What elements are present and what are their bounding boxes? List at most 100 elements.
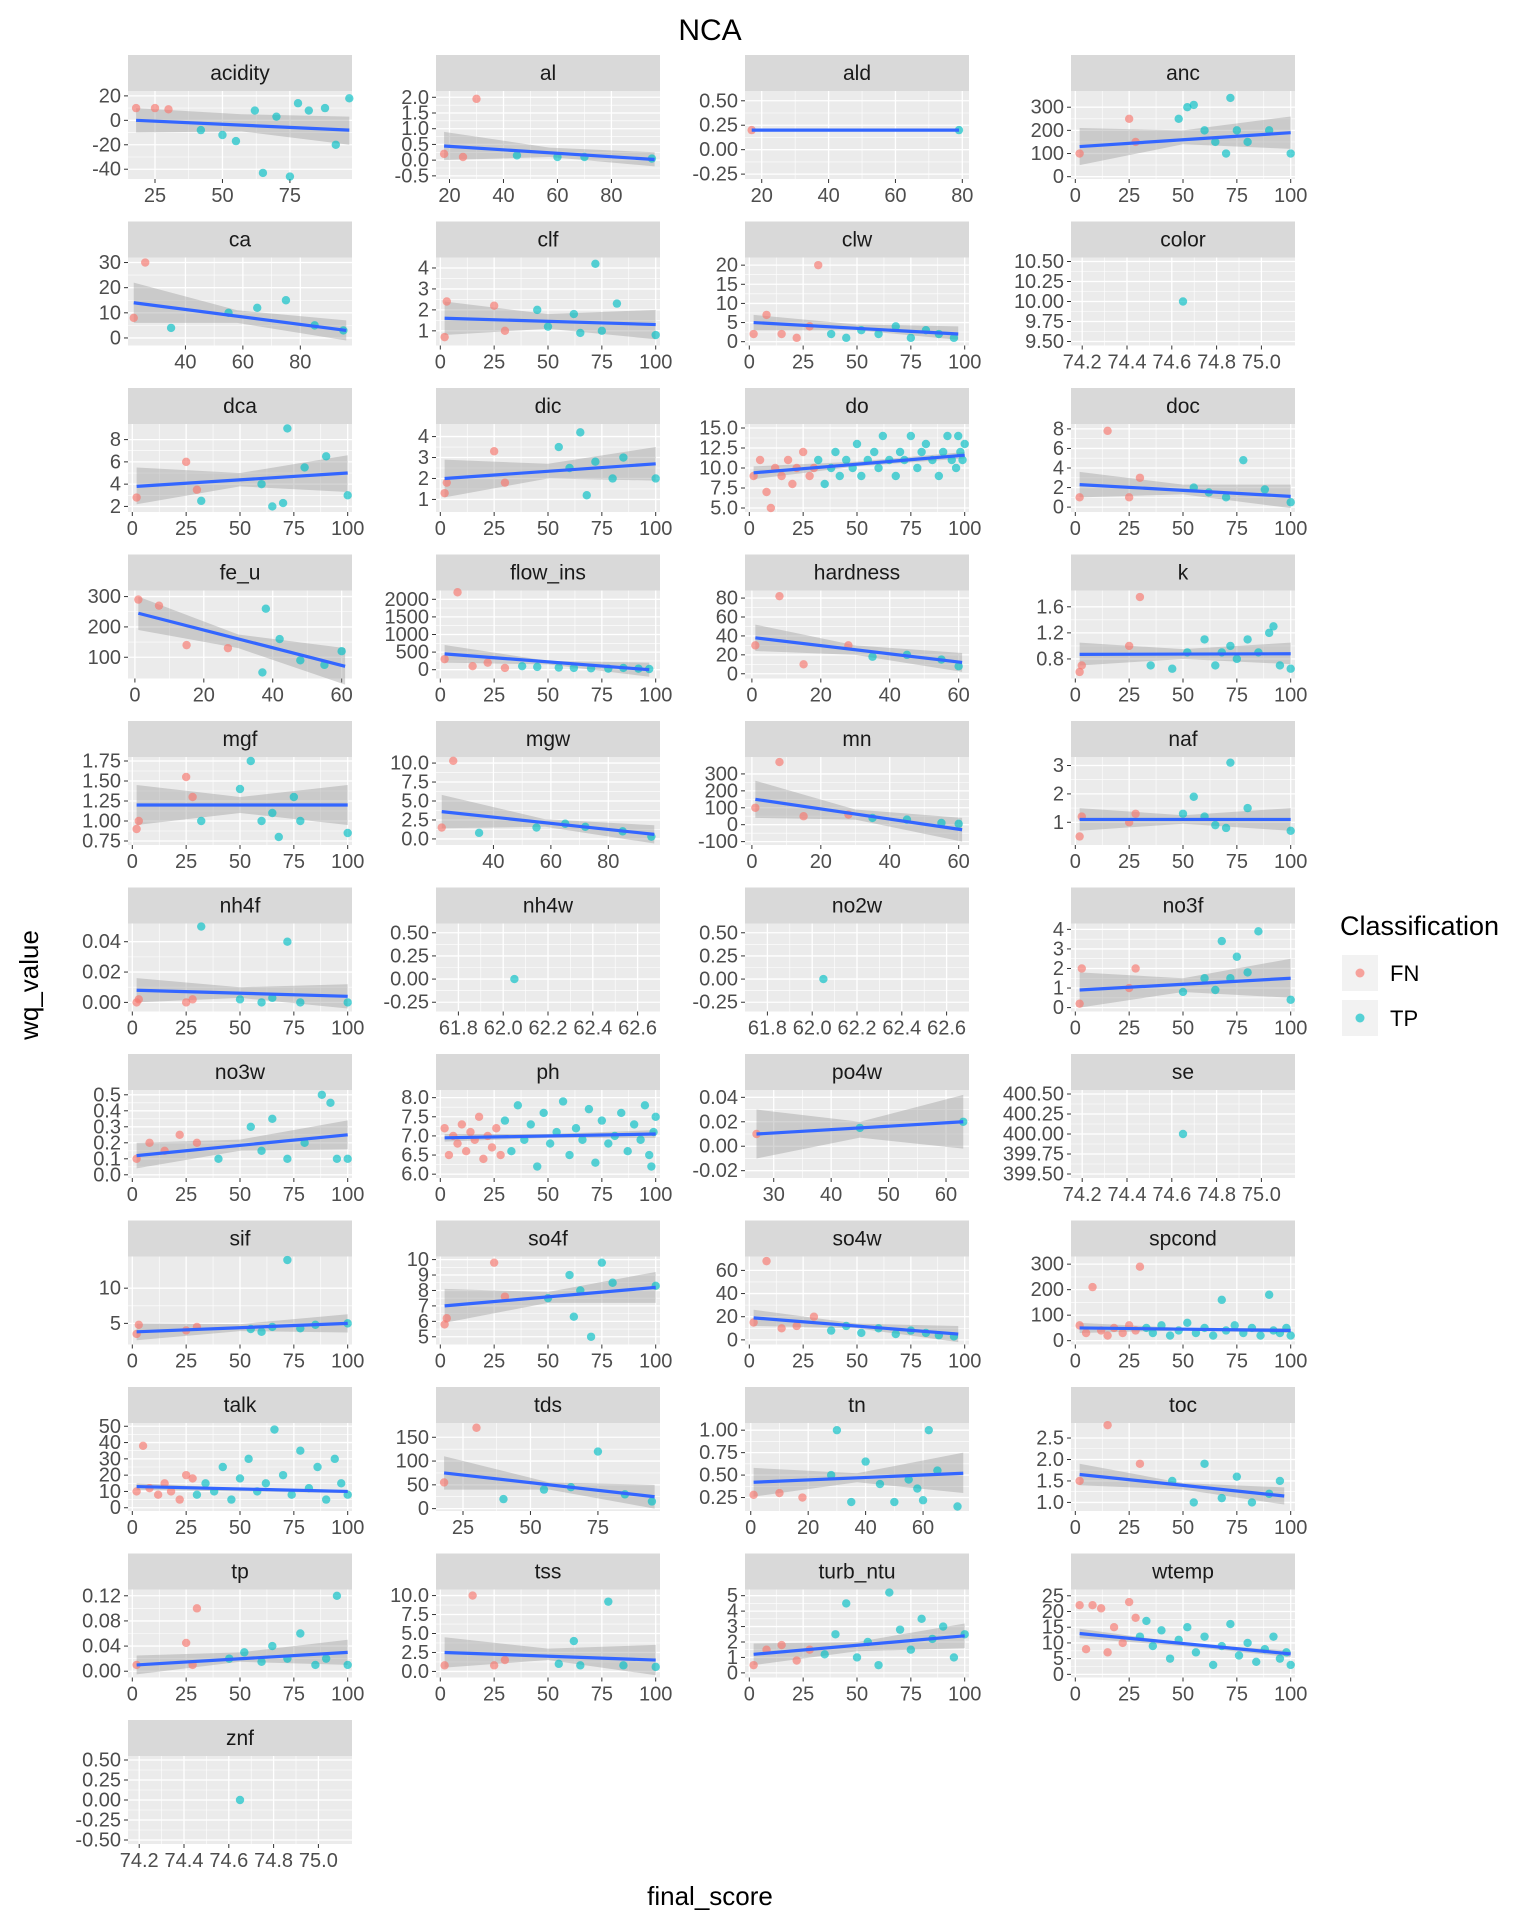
strip-clf xyxy=(436,221,660,258)
y-tick-label: 1.6 xyxy=(1036,596,1064,618)
y-tick-label: 0.04 xyxy=(699,1087,738,1109)
x-tick-label: 30 xyxy=(763,1184,785,1206)
point-fn xyxy=(751,803,760,812)
point-tp xyxy=(326,1098,335,1108)
y-tick-label: 6.5 xyxy=(401,1145,429,1167)
point-tp xyxy=(281,296,291,305)
y-tick-label: 0.50 xyxy=(699,90,738,112)
point-tp xyxy=(1217,1493,1226,1503)
point-tp xyxy=(246,1122,255,1132)
panel-tss: tss 10.07.55.02.50.0 0 25 50 75 100 xyxy=(390,1553,672,1706)
point-tp xyxy=(517,661,527,671)
point-tp xyxy=(1211,137,1220,147)
x-tick-label: 50 xyxy=(846,1684,868,1706)
panel-acidity: acidity 20 0-20 -40 25 50 75 xyxy=(92,55,354,207)
point-tp xyxy=(868,652,877,661)
point-tp xyxy=(938,1622,948,1631)
y-tick-label: 5 xyxy=(418,1326,429,1348)
point-fn xyxy=(145,1138,154,1148)
point-tp xyxy=(289,792,299,802)
x-tick-label: 75 xyxy=(591,685,613,707)
point-tp xyxy=(283,937,292,946)
y-tick-label: 10.0 xyxy=(699,458,738,480)
fit-line xyxy=(1079,976,1291,992)
point-fn xyxy=(458,152,468,162)
point-fn xyxy=(439,1478,449,1487)
x-tick-label: 62.4 xyxy=(573,1018,612,1040)
point-tp xyxy=(878,431,888,441)
x-tick-label: 60 xyxy=(935,1184,957,1206)
strip-label-tn: tn xyxy=(848,1394,866,1417)
point-tp xyxy=(1217,936,1226,946)
point-fn xyxy=(223,643,233,653)
y-tick-label: 5.0 xyxy=(401,791,429,813)
point-tp xyxy=(960,439,969,449)
panel-nh4f: nh4f 0.04 0.02 0.00 0 25 50 75 100 xyxy=(82,887,364,1040)
point-tp xyxy=(337,646,346,656)
fit-line xyxy=(136,1650,348,1667)
strip-label-po4w: po4w xyxy=(832,1061,883,1084)
fit-line xyxy=(753,320,959,336)
point-fn xyxy=(500,1655,510,1665)
y-tick-label: 6.0 xyxy=(401,1164,429,1186)
y-tick-label: 10.0 xyxy=(390,1585,429,1607)
x-tick-label: 25 xyxy=(483,1184,505,1206)
point-tp xyxy=(934,471,944,481)
strip-al xyxy=(436,55,660,91)
point-tp xyxy=(591,259,600,268)
y-tick-label: 5 xyxy=(727,1585,738,1607)
y-tick-label: -0.25 xyxy=(75,1810,121,1832)
point-tp xyxy=(608,1278,617,1287)
point-fn xyxy=(181,1638,191,1648)
y-tick-label: 8.0 xyxy=(401,1087,429,1109)
x-tick-label: 0 xyxy=(1070,1351,1081,1373)
point-fn xyxy=(489,301,499,310)
point-tp xyxy=(543,322,553,331)
panel-k: k 1.6 1.2 0.8 0 25 50 75 100 xyxy=(1036,554,1307,707)
point-tp xyxy=(874,463,883,473)
point-tp xyxy=(1254,927,1263,936)
x-tick-label: 0 xyxy=(435,518,446,540)
point-fn xyxy=(1088,1282,1097,1292)
point-fn xyxy=(1077,964,1086,973)
point-tp xyxy=(954,819,963,829)
point-tp xyxy=(1200,1459,1209,1468)
point-tp xyxy=(201,1479,210,1488)
y-tick-label: 300 xyxy=(1031,97,1064,119)
y-tick-label: 2 xyxy=(418,468,429,490)
point-tp xyxy=(604,1597,613,1606)
x-tick-label: 20 xyxy=(810,851,832,873)
y-tick-label: 5.0 xyxy=(401,1623,429,1645)
x-tick-label: 100 xyxy=(948,1684,981,1706)
point-tp xyxy=(1286,826,1295,836)
y-tick-label: 0.00 xyxy=(699,969,738,991)
y-tick-label: 100 xyxy=(705,797,738,819)
x-tick-label: 0 xyxy=(127,1184,138,1206)
point-fn xyxy=(792,333,801,343)
point-tp xyxy=(617,1108,626,1118)
point-fn xyxy=(775,757,784,767)
strip-label-al: al xyxy=(540,62,556,85)
x-tick-label: 61.8 xyxy=(439,1018,478,1040)
y-tick-label: 1.5 xyxy=(401,103,429,125)
y-tick-label: 0.12 xyxy=(82,1585,121,1607)
x-tick-label: 75 xyxy=(283,851,305,873)
strip-label-tp: tp xyxy=(231,1561,249,1584)
y-tick-label: 40 xyxy=(716,1283,738,1305)
y-tick-label: 0.75 xyxy=(699,1442,738,1464)
confidence-band xyxy=(441,794,655,844)
point-tp xyxy=(913,463,922,473)
strip-label-fe_u: fe_u xyxy=(220,562,261,585)
y-tick-label: 1 xyxy=(727,1647,738,1669)
y-tick-label: 0.4 xyxy=(93,1100,121,1122)
fit-line xyxy=(756,1120,964,1136)
x-tick-label: 50 xyxy=(537,352,559,374)
point-tp xyxy=(1232,1472,1242,1481)
point-tp xyxy=(500,1116,510,1125)
y-tick-label: 0.8 xyxy=(1036,648,1064,670)
strip-label-sif: sif xyxy=(230,1228,251,1251)
y-tick-label: -0.02 xyxy=(692,1160,738,1182)
point-tp xyxy=(331,140,341,149)
